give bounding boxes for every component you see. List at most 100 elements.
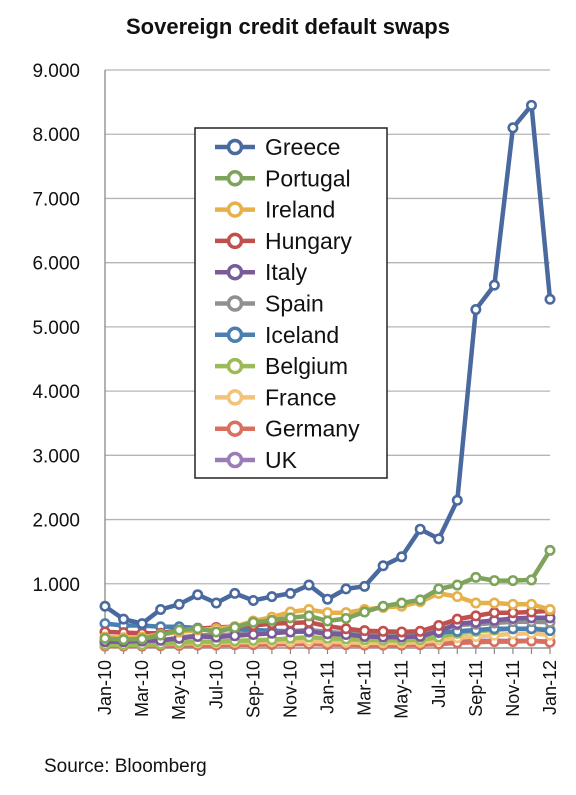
legend-item: Iceland xyxy=(215,322,339,348)
data-point xyxy=(470,610,482,622)
data-point xyxy=(433,533,445,545)
data-point xyxy=(414,594,426,606)
legend-item: Belgium xyxy=(215,353,348,379)
y-tick-label: 9.000 xyxy=(32,61,80,82)
legend-swatch-marker xyxy=(226,295,244,312)
data-point xyxy=(451,579,463,591)
data-point xyxy=(414,523,426,535)
data-point xyxy=(229,621,241,633)
x-tick-label: Nov-11 xyxy=(503,660,523,717)
x-tick-label: Jan-10 xyxy=(95,660,115,715)
x-tick-label: Jan-12 xyxy=(540,660,560,715)
x-tick-label: May-11 xyxy=(392,660,412,719)
data-point xyxy=(507,122,519,134)
data-point xyxy=(451,494,463,506)
y-tick-label: 7.000 xyxy=(32,189,80,210)
data-point xyxy=(247,629,259,641)
legend-label: Iceland xyxy=(265,322,339,348)
legend-item: Hungary xyxy=(215,228,352,254)
chart-title: Sovereign credit default swaps xyxy=(126,14,450,39)
legend-label: Hungary xyxy=(265,228,352,254)
data-point xyxy=(544,544,556,556)
data-point xyxy=(488,575,500,587)
data-point xyxy=(377,625,389,637)
legend: Greece Portugal Ireland Hungary Italy Spain Ic… xyxy=(194,127,388,479)
legend-label: Portugal xyxy=(265,165,351,191)
legend-label: France xyxy=(265,384,337,410)
y-tick-label: 5.000 xyxy=(32,318,80,339)
data-point xyxy=(544,293,556,305)
x-tick-label: Mar-11 xyxy=(355,660,375,716)
data-point xyxy=(266,627,278,639)
data-point xyxy=(340,612,352,624)
y-tick-label: 6.000 xyxy=(32,254,80,275)
data-point xyxy=(507,598,519,610)
data-point xyxy=(451,613,463,625)
y-tick-label: 4.000 xyxy=(32,382,80,403)
data-point xyxy=(433,583,445,595)
data-point xyxy=(266,591,278,603)
legend-swatch-marker xyxy=(226,451,244,469)
data-point xyxy=(284,626,296,638)
legend-label: Greece xyxy=(265,134,340,160)
legend-item: Spain xyxy=(215,291,324,317)
data-point xyxy=(173,598,185,610)
data-point xyxy=(525,598,537,610)
legend-item: Portugal xyxy=(215,165,351,191)
x-tick-label: Sep-11 xyxy=(466,660,486,717)
data-point xyxy=(488,279,500,291)
legend-swatch-marker xyxy=(226,201,244,218)
y-tick-label: 1.000 xyxy=(32,575,80,596)
data-point xyxy=(266,614,278,626)
legend-swatch-marker xyxy=(226,389,244,406)
data-point xyxy=(99,600,111,612)
legend-label: Belgium xyxy=(265,353,348,379)
data-point xyxy=(433,620,445,632)
data-point xyxy=(414,625,426,637)
data-point xyxy=(396,551,408,563)
data-point xyxy=(210,626,222,638)
x-tick-label: May-10 xyxy=(169,660,189,720)
legend-label: Ireland xyxy=(265,197,335,223)
data-point xyxy=(525,574,537,586)
x-tick-label: Nov-10 xyxy=(280,660,300,718)
data-point xyxy=(284,587,296,599)
y-tick-label: 3.000 xyxy=(32,446,80,467)
legend-swatch-marker xyxy=(226,138,244,156)
data-point xyxy=(136,618,148,630)
data-point xyxy=(525,99,537,111)
x-tick-label: Sep-10 xyxy=(243,660,263,718)
series-greece xyxy=(99,99,556,630)
data-point xyxy=(470,571,482,583)
legend-label: Spain xyxy=(265,291,324,317)
data-point xyxy=(470,597,482,609)
data-point xyxy=(451,591,463,603)
y-tick-label: 2.000 xyxy=(32,511,80,532)
source-note: Source: Bloomberg xyxy=(44,756,207,777)
data-point xyxy=(210,597,222,609)
y-axis: 1.000 2.000 3.000 4.000 5.000 6.000 7.000 8.000… xyxy=(32,61,80,596)
data-point xyxy=(247,616,259,628)
x-tick-label: Jan-11 xyxy=(318,660,338,714)
x-axis: Jan-10 Mar-10 May-10 Jul-10 Sep-10 Nov-10 Jan-… xyxy=(95,70,560,720)
legend-swatch-marker xyxy=(226,357,244,375)
data-point xyxy=(99,632,111,644)
data-point xyxy=(377,600,389,612)
legend-item: Italy xyxy=(215,259,308,285)
data-point xyxy=(155,603,167,615)
data-point xyxy=(488,597,500,609)
legend-swatch-marker xyxy=(226,263,244,281)
data-point xyxy=(359,606,371,618)
x-tick-label: Jul-10 xyxy=(206,660,226,709)
data-point xyxy=(136,633,148,645)
data-point xyxy=(118,613,130,625)
legend-swatch-marker xyxy=(226,420,244,437)
data-point xyxy=(507,575,519,587)
data-point xyxy=(118,634,130,646)
legend-swatch-marker xyxy=(226,170,244,187)
legend-item: Ireland xyxy=(215,197,335,223)
legend-label: Germany xyxy=(265,416,360,442)
data-point xyxy=(321,593,333,605)
data-point xyxy=(340,623,352,635)
